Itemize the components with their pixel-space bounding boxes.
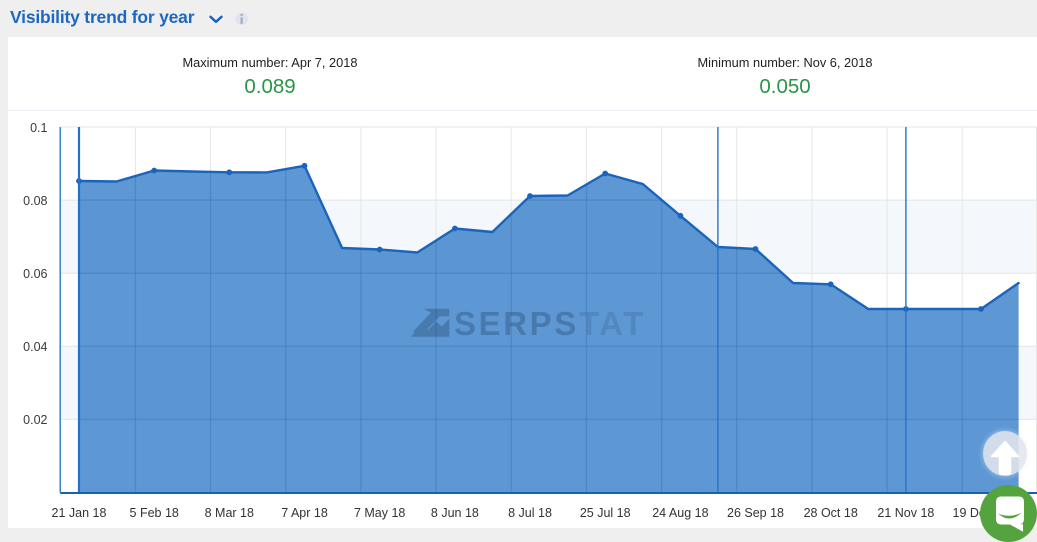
svg-text:SERPSTAT: SERPSTAT <box>454 305 646 342</box>
